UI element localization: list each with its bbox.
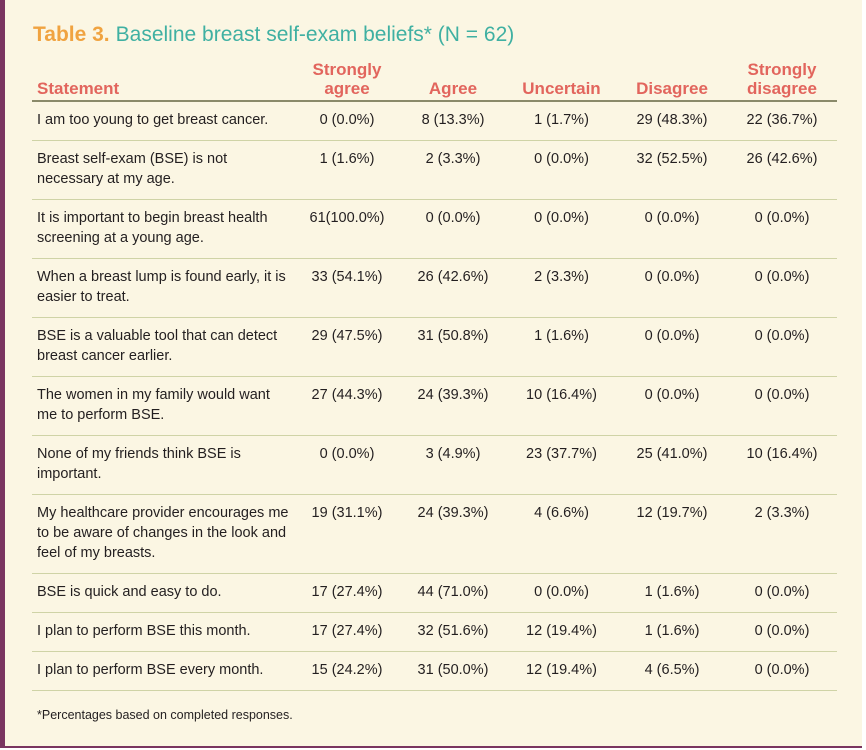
table-footnote: *Percentages based on completed response…	[37, 708, 293, 722]
agree-cell: 26 (42.6%)	[400, 258, 506, 318]
strongly-agree-cell: 17 (27.4%)	[294, 612, 400, 652]
uncertain-cell: 10 (16.4%)	[506, 376, 617, 436]
statement-cell: I plan to perform BSE this month.	[32, 612, 294, 652]
uncertain-cell: 0 (0.0%)	[506, 573, 617, 613]
strongly-disagree-cell: 0 (0.0%)	[727, 258, 837, 318]
strongly-disagree-cell: 26 (42.6%)	[727, 140, 837, 200]
statement-cell: BSE is a valuable tool that can detect b…	[32, 317, 294, 377]
table-header-row: Statement Strongly agree Agree Uncertain…	[32, 60, 837, 102]
strongly-disagree-cell: 0 (0.0%)	[727, 573, 837, 613]
table-row: I plan to perform BSE every month. 15 (24…	[32, 651, 837, 691]
agree-cell: 31 (50.0%)	[400, 651, 506, 691]
statement-cell: When a breast lump is found early, it is…	[32, 258, 294, 318]
header-agree: Agree	[400, 60, 506, 102]
strongly-agree-cell: 0 (0.0%)	[294, 435, 400, 495]
agree-cell: 8 (13.3%)	[400, 101, 506, 141]
table-row: The women in my family would want me to …	[32, 376, 837, 436]
agree-cell: 32 (51.6%)	[400, 612, 506, 652]
strongly-agree-cell: 61(100.0%)	[294, 199, 400, 259]
header-strongly-disagree: Strongly disagree	[727, 60, 837, 102]
agree-cell: 24 (39.3%)	[400, 376, 506, 436]
strongly-disagree-cell: 0 (0.0%)	[727, 199, 837, 259]
strongly-agree-cell: 17 (27.4%)	[294, 573, 400, 613]
statement-cell: BSE is quick and easy to do.	[32, 573, 294, 613]
strongly-disagree-cell: 0 (0.0%)	[727, 376, 837, 436]
statement-cell: The women in my family would want me to …	[32, 376, 294, 436]
disagree-cell: 25 (41.0%)	[617, 435, 727, 495]
strongly-disagree-cell: 2 (3.3%)	[727, 494, 837, 574]
statement-cell: I plan to perform BSE every month.	[32, 651, 294, 691]
strongly-agree-cell: 0 (0.0%)	[294, 101, 400, 141]
agree-cell: 31 (50.8%)	[400, 317, 506, 377]
disagree-cell: 32 (52.5%)	[617, 140, 727, 200]
strongly-disagree-cell: 0 (0.0%)	[727, 612, 837, 652]
table-row: When a breast lump is found early, it is…	[32, 258, 837, 318]
table-row: Breast self-exam (BSE) is not necessary …	[32, 140, 837, 200]
agree-cell: 2 (3.3%)	[400, 140, 506, 200]
uncertain-cell: 12 (19.4%)	[506, 612, 617, 652]
uncertain-cell: 12 (19.4%)	[506, 651, 617, 691]
table-row: It is important to begin breast health s…	[32, 199, 837, 259]
strongly-disagree-cell: 22 (36.7%)	[727, 101, 837, 141]
table-caption: Baseline breast self-exam beliefs* (N = …	[115, 23, 515, 46]
statement-cell: It is important to begin breast health s…	[32, 199, 294, 259]
header-strongly-agree: Strongly agree	[294, 60, 400, 102]
disagree-cell: 1 (1.6%)	[617, 573, 727, 613]
strongly-disagree-cell: 0 (0.0%)	[727, 317, 837, 377]
header-statement: Statement	[32, 60, 294, 102]
strongly-disagree-cell: 0 (0.0%)	[727, 651, 837, 691]
header-disagree: Disagree	[617, 60, 727, 102]
statement-cell: My healthcare provider encourages me to …	[32, 494, 294, 574]
disagree-cell: 1 (1.6%)	[617, 612, 727, 652]
statement-cell: None of my friends think BSE is importan…	[32, 435, 294, 495]
table-body: I am too young to get breast cancer. 0 (0…	[32, 101, 837, 691]
table-row: BSE is a valuable tool that can detect b…	[32, 317, 837, 377]
strongly-disagree-cell: 10 (16.4%)	[727, 435, 837, 495]
statement-cell: I am too young to get breast cancer.	[32, 101, 294, 141]
uncertain-cell: 0 (0.0%)	[506, 140, 617, 200]
agree-cell: 3 (4.9%)	[400, 435, 506, 495]
table-row: I am too young to get breast cancer. 0 (0…	[32, 101, 837, 141]
table-title: Table 3. Baseline breast self-exam belief…	[33, 23, 514, 47]
table-row: BSE is quick and easy to do. 17 (27.4%) 44…	[32, 573, 837, 613]
disagree-cell: 0 (0.0%)	[617, 376, 727, 436]
uncertain-cell: 0 (0.0%)	[506, 199, 617, 259]
strongly-agree-cell: 27 (44.3%)	[294, 376, 400, 436]
strongly-agree-cell: 29 (47.5%)	[294, 317, 400, 377]
table-row: My healthcare provider encourages me to …	[32, 494, 837, 574]
strongly-agree-cell: 1 (1.6%)	[294, 140, 400, 200]
strongly-agree-cell: 15 (24.2%)	[294, 651, 400, 691]
table-label: Table 3.	[33, 23, 110, 46]
disagree-cell: 12 (19.7%)	[617, 494, 727, 574]
table-row: None of my friends think BSE is importan…	[32, 435, 837, 495]
disagree-cell: 29 (48.3%)	[617, 101, 727, 141]
uncertain-cell: 1 (1.7%)	[506, 101, 617, 141]
strongly-agree-cell: 33 (54.1%)	[294, 258, 400, 318]
disagree-cell: 4 (6.5%)	[617, 651, 727, 691]
statement-cell: Breast self-exam (BSE) is not necessary …	[32, 140, 294, 200]
agree-cell: 24 (39.3%)	[400, 494, 506, 574]
uncertain-cell: 1 (1.6%)	[506, 317, 617, 377]
uncertain-cell: 4 (6.6%)	[506, 494, 617, 574]
disagree-cell: 0 (0.0%)	[617, 317, 727, 377]
agree-cell: 0 (0.0%)	[400, 199, 506, 259]
disagree-cell: 0 (0.0%)	[617, 258, 727, 318]
table-row: I plan to perform BSE this month. 17 (27.…	[32, 612, 837, 652]
uncertain-cell: 2 (3.3%)	[506, 258, 617, 318]
beliefs-table: Statement Strongly agree Agree Uncertain…	[32, 60, 837, 691]
disagree-cell: 0 (0.0%)	[617, 199, 727, 259]
agree-cell: 44 (71.0%)	[400, 573, 506, 613]
header-uncertain: Uncertain	[506, 60, 617, 102]
uncertain-cell: 23 (37.7%)	[506, 435, 617, 495]
strongly-agree-cell: 19 (31.1%)	[294, 494, 400, 574]
